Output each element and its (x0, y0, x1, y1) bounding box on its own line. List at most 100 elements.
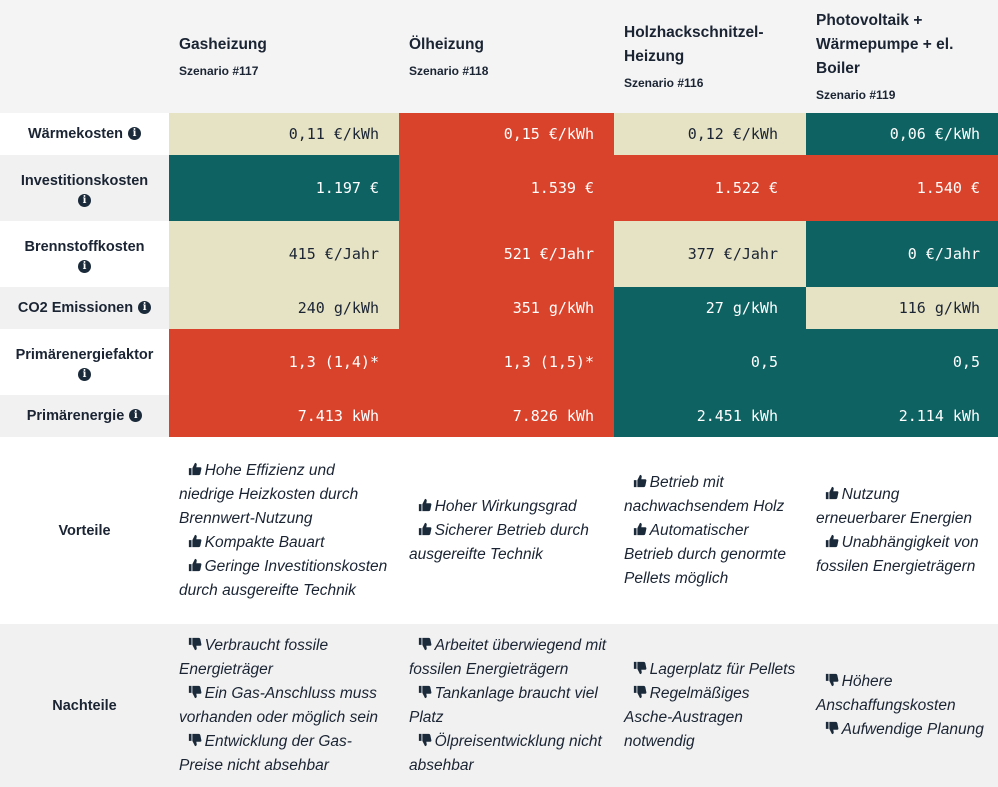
con-item-text: Aufwendige Planung (841, 720, 984, 738)
thumbs-up-icon (633, 474, 647, 487)
row-label-nachteile: Nachteile (0, 624, 169, 787)
info-icon[interactable]: i (128, 126, 142, 140)
thumbs-up-icon (825, 486, 839, 499)
row-label-text: Investitionskosten (20, 172, 149, 189)
con-item: Arbeitet überwiegend mit fossilen Energi… (409, 634, 609, 682)
con-item: Regelmäßiges Asche-Austragen notwendig (624, 682, 799, 754)
thumbs-down-icon (825, 673, 839, 686)
pro-item: Hohe Effizienz und niedrige Heizkosten d… (179, 459, 394, 531)
column-title: Photovoltaik + Wärmepumpe + el. Boiler (816, 11, 954, 77)
con-item-text: Ölpreisentwicklung nicht absehbar (409, 732, 602, 774)
row-label-text: Vorteile (58, 522, 111, 539)
value-cell: 2.451 kWh (614, 395, 806, 437)
column-header-oil: Ölheizung Szenario #118 (409, 0, 609, 113)
value-cell: 1.540 € (806, 155, 998, 221)
con-item-text: Arbeitet überwiegend mit fossilen Energi… (409, 636, 607, 678)
value-cell: 1.522 € (614, 155, 806, 221)
thumbs-up-icon (418, 522, 432, 535)
con-item-text: Verbraucht fossile Energieträger (179, 636, 329, 678)
thumbs-down-icon (418, 685, 432, 698)
value-cell: 240 g/kWh (169, 287, 399, 329)
pro-item: Kompakte Bauart (179, 531, 394, 555)
value-cell: 0,15 €/kWh (399, 113, 614, 155)
pro-list: Nutzung erneuerbarer Energien Unabhängig… (816, 437, 992, 624)
value-cell: 27 g/kWh (614, 287, 806, 329)
value-cell: 0 €/Jahr (806, 221, 998, 287)
pro-item-text: Hoher Wirkungsgrad (434, 497, 577, 515)
info-icon[interactable]: i (77, 259, 91, 273)
thumbs-up-icon (188, 462, 202, 475)
value-cell: 7.826 kWh (399, 395, 614, 437)
pro-item-text: Kompakte Bauart (204, 533, 325, 551)
con-item-text: Tankanlage braucht viel Platz (409, 684, 598, 726)
con-item-text: Höhere Anschaffungskosten (816, 672, 956, 714)
thumbs-down-icon (188, 685, 202, 698)
con-item: Höhere Anschaffungskosten (816, 670, 992, 718)
column-title: Ölheizung (409, 35, 484, 53)
thumbs-up-icon (188, 558, 202, 571)
info-icon[interactable]: i (78, 367, 91, 381)
pro-list: Hoher Wirkungsgrad Sicherer Betrieb durc… (409, 437, 609, 624)
con-list: Höhere Anschaffungskosten Aufwendige Pla… (816, 624, 992, 787)
row-label-investitionskosten: Investitionskosten i (0, 155, 169, 221)
row-label-waermekosten: Wärmekosten i (0, 113, 169, 155)
thumbs-up-icon (188, 534, 202, 547)
thumbs-up-icon (418, 498, 432, 511)
pro-list: Betrieb mit nachwachsendem Holz Automati… (624, 437, 799, 624)
row-label-text: Wärmekosten (27, 126, 124, 142)
row-label-text: Primärenergie (26, 408, 125, 424)
info-icon[interactable]: i (78, 193, 91, 207)
pro-item: Hoher Wirkungsgrad (409, 495, 609, 519)
pro-item-text: Hohe Effizienz und niedrige Heizkosten d… (179, 461, 359, 527)
thumbs-down-icon (418, 637, 432, 650)
con-item: Ein Gas-Anschluss muss vorhanden oder mö… (179, 682, 394, 730)
value-cell: 415 €/Jahr (169, 221, 399, 287)
info-icon[interactable]: i (138, 300, 152, 314)
con-item: Ölpreisentwicklung nicht absehbar (409, 730, 609, 778)
value-cell: 0,5 (614, 329, 806, 395)
value-cell: 0,12 €/kWh (614, 113, 806, 155)
column-header-gas: Gasheizung Szenario #117 (179, 0, 399, 113)
row-label-text: Primärenergiefaktor (15, 346, 154, 363)
thumbs-down-icon (825, 721, 839, 734)
pro-item-text: Betrieb mit nachwachsendem Holz (624, 473, 785, 515)
row-label-brennstoffkosten: Brennstoffkosten i (0, 221, 169, 287)
thumbs-down-icon (633, 661, 647, 674)
value-cell: 0,11 €/kWh (169, 113, 399, 155)
thumbs-up-icon (825, 534, 839, 547)
con-item-text: Entwicklung der Gas-Preise nicht absehba… (179, 732, 352, 774)
value-cell: 1.197 € (169, 155, 399, 221)
value-cell: 0,06 €/kWh (806, 113, 998, 155)
row-label-co2: CO2 Emissionen i (0, 287, 169, 329)
pro-list: Hohe Effizienz und niedrige Heizkosten d… (179, 437, 394, 624)
column-subtitle: Szenario #119 (816, 87, 896, 102)
value-cell: 351 g/kWh (399, 287, 614, 329)
con-item: Verbraucht fossile Energieträger (179, 634, 394, 682)
row-label-text: Brennstoffkosten (24, 238, 145, 255)
pro-item: Geringe Investitionskosten durch ausgere… (179, 555, 394, 603)
column-subtitle: Szenario #116 (624, 75, 704, 90)
info-icon[interactable]: i (129, 408, 143, 422)
column-header-wood: Holzhackschnitzel-Heizung Szenario #116 (624, 0, 784, 113)
con-list: Lagerplatz für Pellets Regelmäßiges Asch… (624, 624, 799, 787)
value-cell: 1,3 (1,5)* (399, 329, 614, 395)
table-header (0, 0, 998, 113)
column-subtitle: Szenario #118 (409, 63, 489, 78)
thumbs-down-icon (633, 685, 647, 698)
pro-item-text: Geringe Investitionskosten durch ausgere… (179, 557, 388, 599)
con-item-text: Lagerplatz für Pellets (649, 660, 796, 678)
pro-item-text: Nutzung erneuerbarer Energien (816, 485, 972, 527)
value-cell: 1.539 € (399, 155, 614, 221)
column-title: Gasheizung (179, 35, 267, 53)
value-cell: 377 €/Jahr (614, 221, 806, 287)
con-item-text: Ein Gas-Anschluss muss vorhanden oder mö… (179, 684, 379, 726)
row-label-primaerenergiefaktor: Primärenergiefaktor i (0, 329, 169, 395)
column-header-pv: Photovoltaik + Wärmepumpe + el. Boiler S… (816, 0, 992, 113)
con-item: Entwicklung der Gas-Preise nicht absehba… (179, 730, 394, 778)
thumbs-down-icon (188, 637, 202, 650)
con-list: Verbraucht fossile Energieträger Ein Gas… (179, 624, 394, 787)
column-subtitle: Szenario #117 (179, 63, 259, 78)
con-list: Arbeitet überwiegend mit fossilen Energi… (409, 624, 609, 787)
pro-item-text: Sicherer Betrieb durch ausgereifte Techn… (409, 521, 589, 563)
column-title: Holzhackschnitzel-Heizung (624, 23, 764, 65)
